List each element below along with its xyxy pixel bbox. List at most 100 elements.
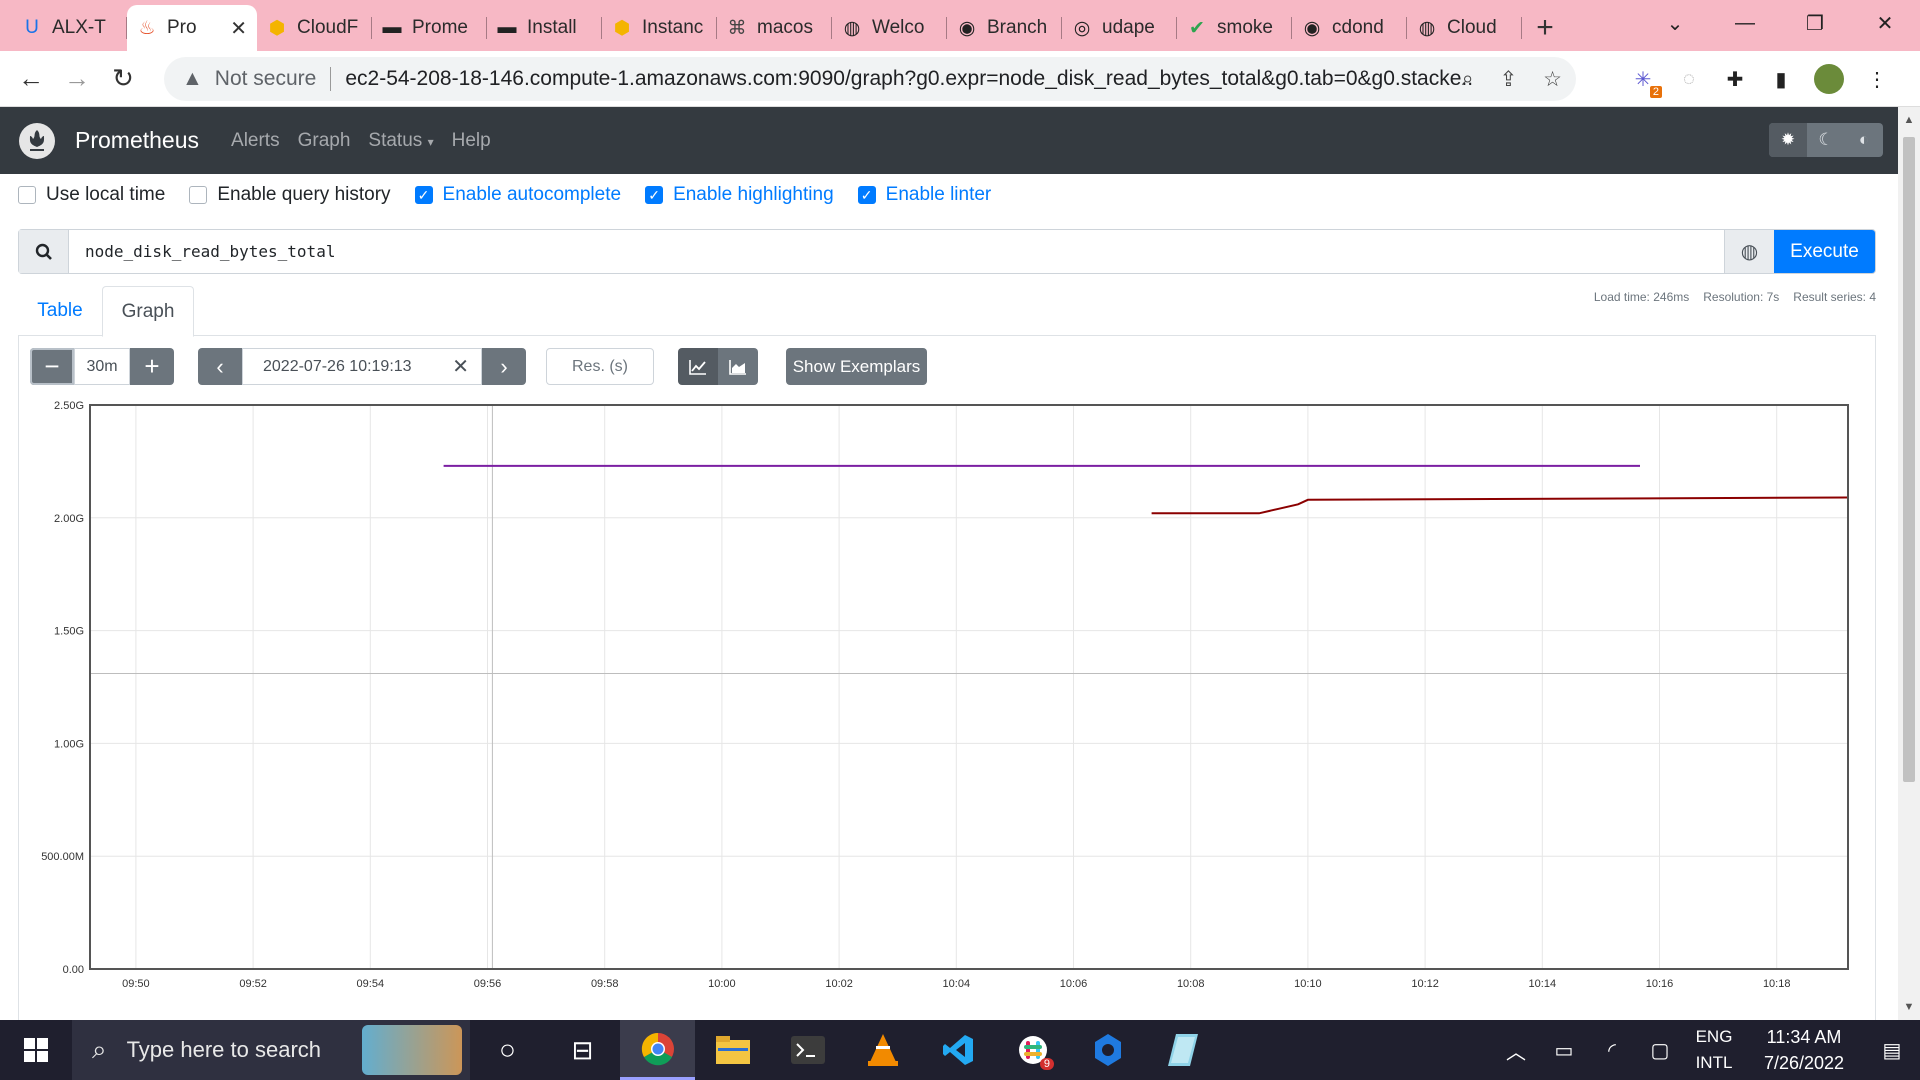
option-checkbox[interactable]: ✓ Enable linter [857, 184, 992, 206]
scroll-up-icon[interactable]: ▲ [1903, 114, 1915, 126]
extension-sparkle-icon[interactable]: ✳ 2 [1630, 66, 1662, 98]
browser-tab[interactable]: ◎ udape [1062, 5, 1177, 51]
option-label: Enable linter [885, 184, 992, 205]
resolution-control: Res. (s) [546, 348, 654, 385]
brand-title[interactable]: Prometheus [75, 127, 200, 153]
tab-table[interactable]: Table [37, 300, 83, 321]
contrast-icon[interactable]: ◐ [1858, 130, 1870, 149]
forward-icon[interactable]: → [64, 63, 90, 93]
clock[interactable]: 11:34 AM 7/26/2022 [1744, 1024, 1864, 1076]
stacking-toggle [678, 348, 758, 385]
checkmark-icon[interactable]: ✓ [414, 186, 433, 204]
checkbox-icon[interactable] [18, 186, 36, 204]
y-tick-label: 500.00M [41, 851, 84, 863]
device-icon[interactable]: ▢ [1650, 1039, 1670, 1062]
unstacked-chart-icon[interactable] [678, 348, 718, 385]
scroll-down-icon[interactable]: ▼ [1903, 1001, 1915, 1013]
notifications-icon[interactable]: ▤ [1882, 1039, 1902, 1062]
previous-time-button[interactable]: ‹ [198, 348, 242, 385]
tab-search-icon[interactable]: ⌄ [1666, 12, 1684, 35]
checkmark-icon[interactable]: ✓ [857, 186, 876, 204]
nav-status-dropdown[interactable]: Status ▾ [368, 130, 433, 152]
browser-tab[interactable]: ◉ Branch [947, 5, 1062, 51]
chevron-up-icon[interactable]: ︿ [1506, 1041, 1526, 1064]
nav-help[interactable]: Help [451, 129, 491, 151]
browser-tab[interactable]: ▬ Install [487, 5, 602, 51]
metrics-explorer-icon[interactable]: ◍ [1724, 230, 1774, 273]
close-tab-icon[interactable]: ✕ [230, 17, 247, 40]
stacked-chart-icon[interactable] [718, 348, 758, 385]
x-tick-label: 10:10 [1294, 978, 1322, 990]
vscode-icon[interactable] [920, 1020, 995, 1080]
address-bar[interactable]: ▲ Not secure ec2-54-208-18-146.compute-1… [164, 57, 1576, 101]
side-panel-icon[interactable]: ▮ [1775, 68, 1787, 91]
expression-input[interactable]: node_disk_read_bytes_total [85, 242, 336, 261]
back-icon[interactable]: ← [18, 63, 44, 93]
minimize-icon[interactable]: — [1735, 11, 1755, 34]
graph-chart[interactable]: 0.00 500.00M 1.00G 1.50G 2.00G 2.50G 09:50 09:5… [0, 395, 1898, 1015]
close-window-icon[interactable]: ✕ [1876, 12, 1894, 35]
task-view-icon[interactable]: ⊟ [571, 1034, 594, 1065]
chrome-taskbar-icon[interactable] [620, 1020, 695, 1080]
zoom-icon[interactable]: ⌕ [1461, 66, 1474, 90]
cortana-icon[interactable]: ○ [499, 1034, 516, 1065]
moon-icon[interactable]: ☾ [1818, 130, 1834, 149]
browser-tab[interactable]: ⬢ Instanc [602, 5, 717, 51]
browser-tab-label: Prome [412, 17, 468, 38]
nav-alerts[interactable]: Alerts [231, 129, 280, 151]
browser-tab[interactable]: ✔ smoke [1177, 5, 1292, 51]
browser-tab[interactable]: ◍ Welco [832, 5, 947, 51]
increase-range-button[interactable]: + [130, 348, 174, 385]
option-checkbox[interactable]: Use local time [18, 184, 165, 206]
y-tick-label: 0.00 [63, 964, 84, 976]
taskbar-search[interactable]: ⌕ Type here to search [72, 1020, 470, 1080]
extensions-puzzle-icon[interactable]: ✚ [1726, 68, 1744, 91]
option-label: Enable autocomplete [442, 184, 622, 205]
clear-time-icon[interactable]: ✕ [452, 356, 469, 378]
option-checkbox[interactable]: ✓ Enable autocomplete [414, 184, 622, 206]
bookmark-star-icon[interactable]: ☆ [1543, 67, 1562, 91]
battery-icon[interactable]: ▭ [1554, 1039, 1574, 1062]
end-time-input[interactable]: 2022-07-26 10:19:13 ✕ [242, 348, 482, 385]
share-icon[interactable]: ⇪ [1499, 67, 1518, 91]
browser-tab[interactable]: ◉ cdond [1292, 5, 1407, 51]
browser-tab[interactable]: ⌘ macos [717, 5, 832, 51]
browser-tab[interactable]: ♨ Pro ✕ [127, 5, 257, 51]
page-scrollbar[interactable]: ▲ ▼ [1898, 107, 1920, 1020]
show-exemplars-button[interactable]: Show Exemplars [786, 348, 927, 385]
windows-start-icon[interactable] [0, 1020, 72, 1080]
slack-icon[interactable]: 9 [995, 1020, 1070, 1080]
resolution-input[interactable]: Res. (s) [546, 348, 654, 385]
prometheus-logo-icon[interactable] [19, 122, 55, 159]
app-gear-icon[interactable] [1070, 1020, 1145, 1080]
browser-tab[interactable]: U ALX-T [12, 5, 127, 51]
reload-icon[interactable]: ↻ [112, 63, 134, 93]
option-checkbox[interactable]: Enable query history [189, 184, 391, 206]
browser-menu-icon[interactable]: ⋮ [1867, 68, 1887, 91]
checkmark-icon[interactable]: ✓ [645, 186, 664, 204]
scrollbar-thumb[interactable] [1903, 137, 1915, 782]
extension-ghost-icon[interactable]: ◌ [1683, 67, 1695, 90]
restore-icon[interactable]: ❐ [1806, 12, 1824, 35]
option-checkbox[interactable]: ✓ Enable highlighting [645, 184, 834, 206]
tab-graph[interactable]: Graph [102, 286, 194, 337]
wifi-icon[interactable]: ◜ [1608, 1039, 1616, 1062]
execute-button[interactable]: Execute [1774, 230, 1875, 273]
browser-tab[interactable]: ▬ Prome [372, 5, 487, 51]
decrease-range-button[interactable]: − [30, 348, 74, 385]
next-time-button[interactable]: › [482, 348, 526, 385]
nav-graph[interactable]: Graph [297, 129, 351, 151]
notepad-icon[interactable] [1145, 1020, 1220, 1080]
aws-icon: ⬢ [613, 17, 631, 39]
terminal-taskbar-icon[interactable] [770, 1020, 845, 1080]
sun-icon[interactable]: ✹ [1769, 123, 1807, 157]
profile-avatar[interactable] [1814, 64, 1844, 94]
new-tab-button[interactable]: + [1536, 11, 1554, 44]
range-input[interactable]: 30m [74, 348, 130, 385]
file-explorer-icon[interactable] [695, 1020, 770, 1080]
vlc-icon[interactable] [845, 1020, 920, 1080]
browser-tab[interactable]: ◍ Cloud [1407, 5, 1522, 51]
browser-tab[interactable]: ⬢ CloudF [257, 5, 372, 51]
checkbox-icon[interactable] [189, 186, 208, 204]
language-indicator[interactable]: ENG INTL [1684, 1024, 1744, 1076]
